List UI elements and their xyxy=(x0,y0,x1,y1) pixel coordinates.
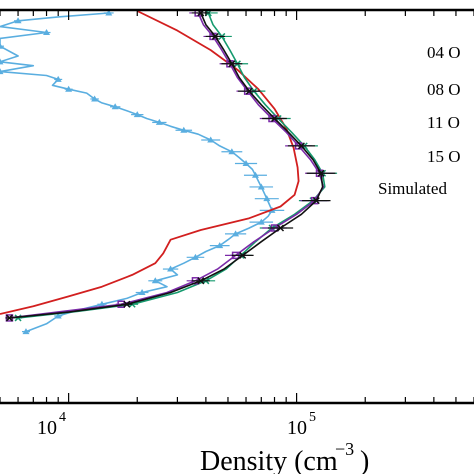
legend-entry-simulated: Simulated xyxy=(378,179,447,198)
data-point xyxy=(151,277,159,284)
data-point xyxy=(111,103,119,110)
data-point xyxy=(191,253,199,260)
data-point xyxy=(228,60,236,68)
series-line-11-o xyxy=(9,12,325,319)
data-point xyxy=(276,224,285,232)
legend-entry-11: 11 O xyxy=(427,113,460,132)
data-point xyxy=(197,277,205,285)
series-line-15-o xyxy=(18,12,326,319)
data-point xyxy=(54,75,62,82)
series-line-08-o xyxy=(9,12,324,319)
data-point xyxy=(105,9,113,16)
data-point xyxy=(232,230,240,237)
x-tick-label-1e4: 10 4 xyxy=(37,410,66,439)
tick-marks xyxy=(0,11,474,402)
data-point xyxy=(242,159,250,166)
x-tick-label-1e5: 10 5 xyxy=(287,410,316,439)
x-axis-label: Density (cm −3 ) xyxy=(200,439,369,474)
data-point xyxy=(216,242,224,249)
data-point xyxy=(312,197,320,205)
data-point xyxy=(65,85,73,92)
data-point xyxy=(211,32,219,40)
data-point xyxy=(54,312,62,319)
data-point xyxy=(245,87,253,95)
series-layer xyxy=(0,9,338,335)
x-tick-exponent: 5 xyxy=(309,410,316,425)
data-point xyxy=(5,314,13,322)
legend: 04 O 08 O 11 O 15 O Simulated xyxy=(378,43,461,198)
data-point xyxy=(98,300,106,307)
series-simulated xyxy=(0,10,300,315)
x-axis-label-exponent: −3 xyxy=(335,439,354,459)
data-point xyxy=(43,29,51,36)
data-point xyxy=(257,218,265,225)
data-point xyxy=(297,142,305,150)
data-point xyxy=(207,136,215,143)
data-point xyxy=(14,17,22,24)
data-point xyxy=(155,118,163,125)
x-tick-base: 10 xyxy=(287,417,307,439)
plot-frame xyxy=(0,8,474,405)
data-point xyxy=(317,169,325,177)
data-point xyxy=(133,111,141,118)
x-axis-label-close: ) xyxy=(360,446,369,474)
data-point xyxy=(123,300,131,308)
data-point xyxy=(270,114,279,123)
data-point xyxy=(167,265,175,272)
legend-entry-08: 08 O xyxy=(427,80,461,99)
data-point xyxy=(0,58,4,65)
data-point xyxy=(257,183,265,190)
data-point xyxy=(180,126,188,133)
data-point xyxy=(239,251,247,259)
x-axis-label-text: Density (cm xyxy=(200,446,338,474)
x-tick-base: 10 xyxy=(37,417,57,439)
data-point xyxy=(251,171,259,178)
legend-entry-15: 15 O xyxy=(427,147,461,166)
data-point xyxy=(228,148,236,155)
data-point xyxy=(263,195,271,202)
series-11-o xyxy=(5,9,334,322)
data-point xyxy=(0,68,4,75)
series-04-o xyxy=(0,9,285,335)
series-08-o xyxy=(5,9,336,322)
data-point xyxy=(91,95,99,102)
series-line-simulated xyxy=(0,10,300,315)
data-point xyxy=(138,289,146,296)
data-point xyxy=(0,42,4,49)
x-tick-exponent: 4 xyxy=(59,410,66,425)
data-point xyxy=(22,328,30,335)
legend-entry-04: 04 O xyxy=(427,43,461,62)
